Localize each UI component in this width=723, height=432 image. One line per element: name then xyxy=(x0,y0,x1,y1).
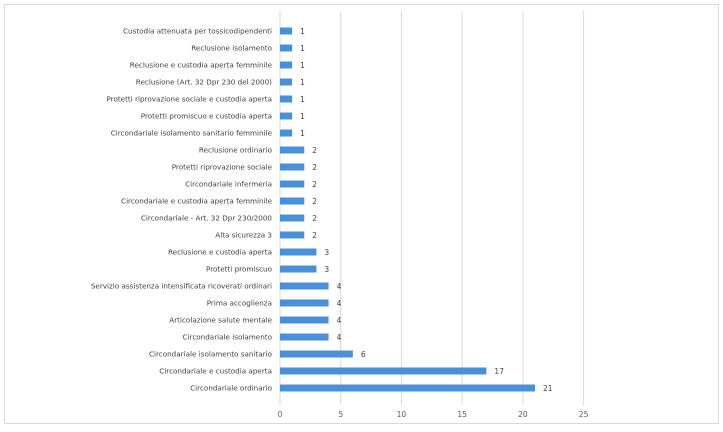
category-label: Circondariale ordinario xyxy=(190,384,272,393)
value-label: 2 xyxy=(312,231,317,240)
value-label: 1 xyxy=(300,129,305,138)
bar xyxy=(280,231,305,239)
category-label: Alta sicurezza 3 xyxy=(215,231,272,240)
value-label: 3 xyxy=(324,265,329,274)
category-label: Reclusione isolamento xyxy=(191,44,272,53)
x-tick-label: 15 xyxy=(457,410,467,419)
x-tick-label: 10 xyxy=(397,410,407,419)
bar-chart: Custodia attenuata per tossicodipendenti… xyxy=(91,11,589,419)
bar xyxy=(280,265,317,273)
category-label: Circondariale e custodia aperta femminil… xyxy=(121,197,273,206)
category-label: Protetti promiscuo e custodia aperta xyxy=(141,112,272,121)
category-label: Circondariale infermeria xyxy=(185,180,272,189)
category-label: Circondariale - Art. 32 Dpr 230/2000 xyxy=(141,214,273,223)
value-label: 6 xyxy=(361,350,366,359)
category-label: Reclusione e custodia aperta xyxy=(168,248,272,257)
value-label: 2 xyxy=(312,197,317,206)
category-label: Protetti riprovazione sociale e custodia… xyxy=(106,95,272,104)
value-label: 1 xyxy=(300,112,305,121)
value-label: 2 xyxy=(312,163,317,172)
bar xyxy=(280,61,293,69)
bar xyxy=(280,316,329,324)
category-label: Circondariale isolamento sanitario femmi… xyxy=(111,129,273,138)
value-label: 1 xyxy=(300,95,305,104)
category-label: Reclusione (Art. 32 Dpr 230 del 2000) xyxy=(136,78,272,87)
bar xyxy=(280,367,487,375)
grid-lines xyxy=(279,11,585,405)
bar xyxy=(280,112,293,120)
bar xyxy=(280,333,329,341)
value-label: 1 xyxy=(300,78,305,87)
value-label: 3 xyxy=(324,248,329,257)
bar xyxy=(280,27,293,35)
bar xyxy=(280,214,305,222)
value-label: 17 xyxy=(494,367,504,376)
bar xyxy=(280,95,293,103)
category-label: Custodia attenuata per tossicodipendenti xyxy=(123,27,272,36)
x-tick-label: 25 xyxy=(579,410,589,419)
category-label: Circondariale isolamento xyxy=(183,333,272,342)
value-label: 4 xyxy=(337,333,342,342)
bar xyxy=(280,197,305,205)
value-label: 1 xyxy=(300,61,305,70)
category-label: Protetti promiscuo xyxy=(206,265,272,274)
x-tick-label: 20 xyxy=(518,410,528,419)
category-label: Articolazione salute mentale xyxy=(169,316,272,325)
bars xyxy=(280,27,535,392)
bar xyxy=(280,129,293,137)
value-label: 1 xyxy=(300,27,305,36)
bar xyxy=(280,384,535,392)
bar xyxy=(280,180,305,188)
chart-frame: Custodia attenuata per tossicodipendenti… xyxy=(4,4,719,424)
bar xyxy=(280,146,305,154)
value-label: 1 xyxy=(300,44,305,53)
value-label: 21 xyxy=(543,384,553,393)
bar xyxy=(280,350,353,358)
bar xyxy=(280,248,317,256)
value-label: 4 xyxy=(337,299,342,308)
category-labels: Custodia attenuata per tossicodipendenti… xyxy=(91,27,273,393)
value-label: 2 xyxy=(312,214,317,223)
value-label: 2 xyxy=(312,146,317,155)
category-label: Protetti riprovazione sociale xyxy=(172,163,273,172)
category-label: Prima accoglienza xyxy=(207,299,272,308)
x-tick-label: 0 xyxy=(278,410,283,419)
category-label: Circondariale isolamento sanitario xyxy=(149,350,272,359)
category-label: Reclusione e custodia aperta femminile xyxy=(130,61,273,70)
x-axis-tick-labels: 0 5 10 15 20 25 xyxy=(278,410,589,419)
bar xyxy=(280,44,293,52)
bar xyxy=(280,299,329,307)
x-tick-label: 5 xyxy=(338,410,343,419)
bar xyxy=(280,78,293,86)
bar xyxy=(280,282,329,290)
category-label: Servizio assistenza intensificata ricove… xyxy=(91,282,272,291)
value-label: 4 xyxy=(337,316,342,325)
value-label: 4 xyxy=(337,282,342,291)
category-label: Reclusione ordinario xyxy=(199,146,272,155)
category-label: Circondariale e custodia aperta xyxy=(159,367,272,376)
value-label: 2 xyxy=(312,180,317,189)
bar xyxy=(280,163,305,171)
